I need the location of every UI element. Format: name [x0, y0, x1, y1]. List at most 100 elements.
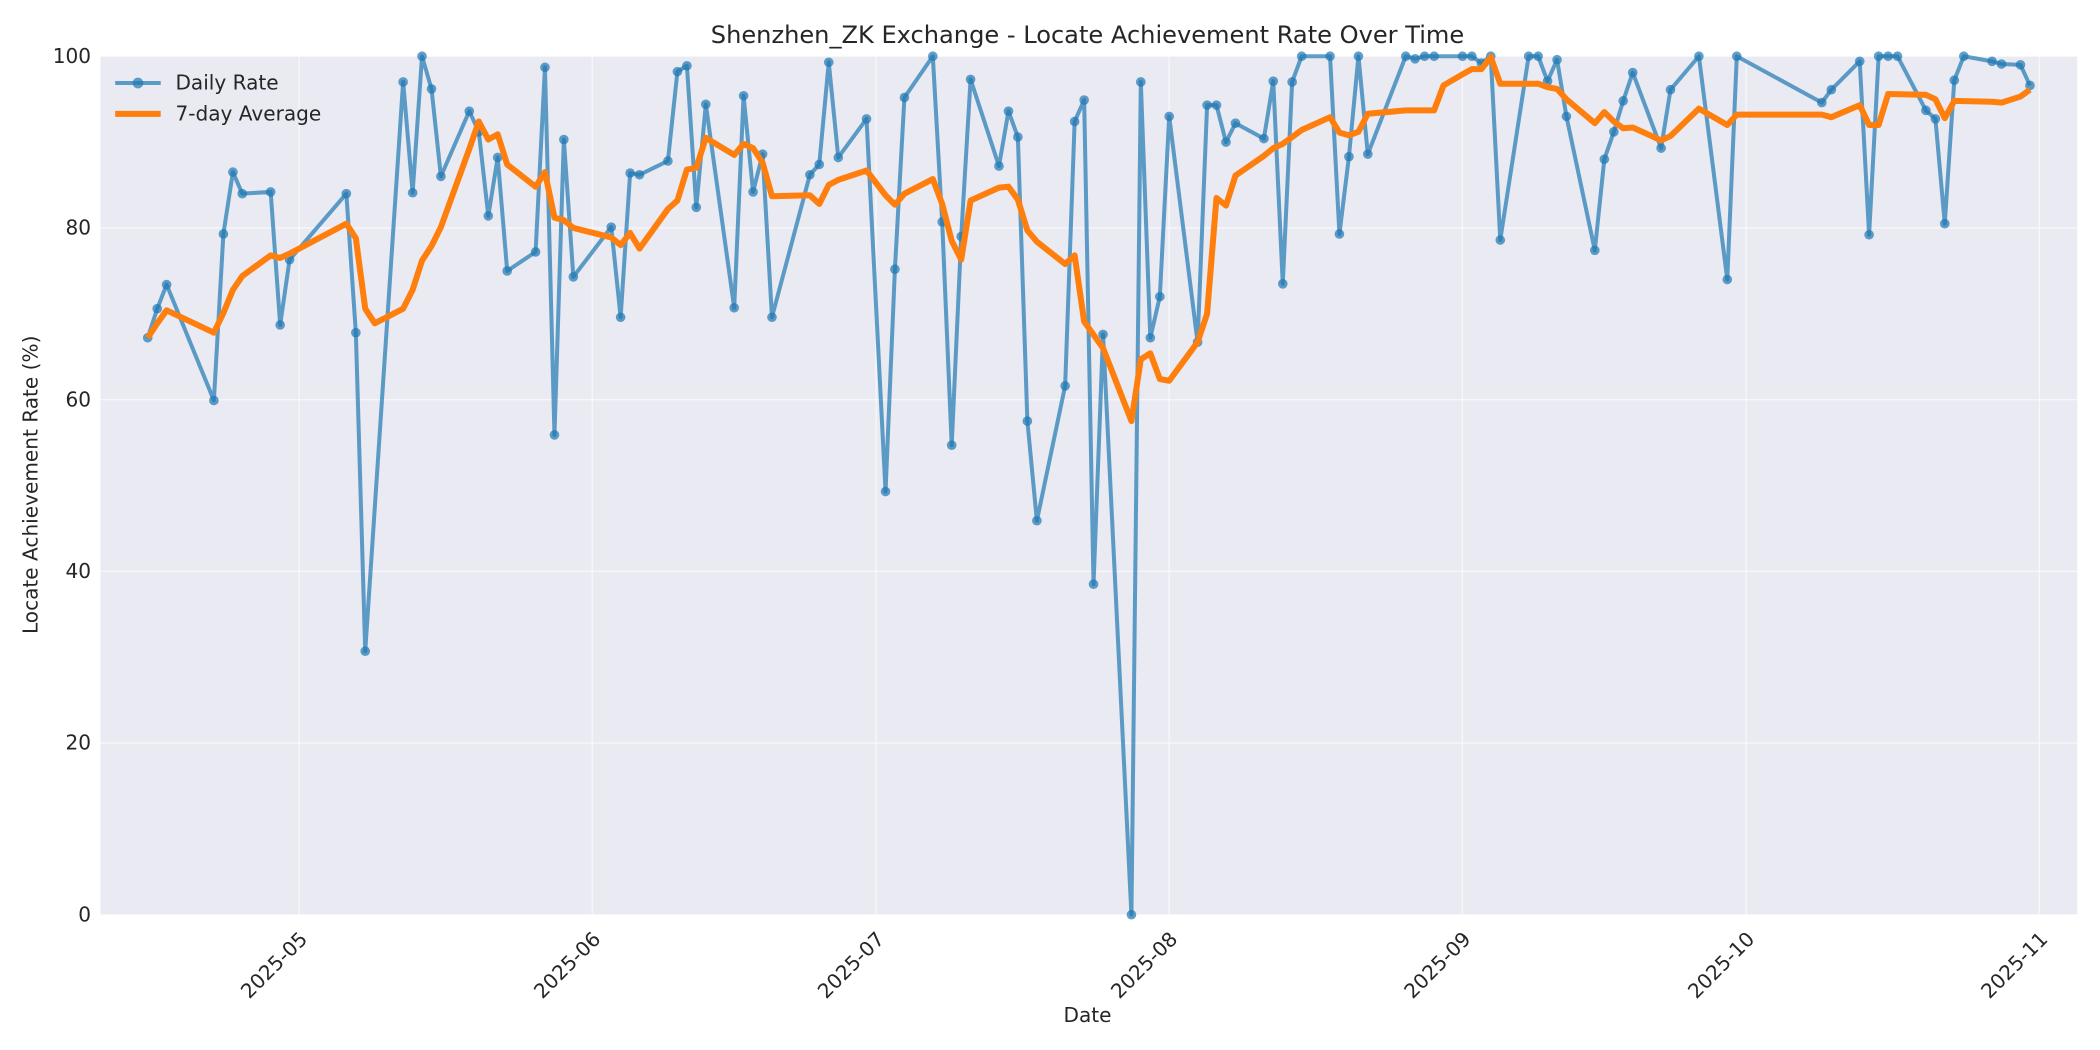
daily-rate-point: [417, 51, 427, 62]
daily-rate-point: [1958, 51, 1969, 62]
daily-rate-point: [1731, 51, 1742, 62]
daily-rate-point: [1495, 235, 1506, 245]
daily-rate-point: [218, 229, 229, 239]
daily-rate-point: [1609, 126, 1619, 137]
daily-rate-point: [464, 106, 475, 116]
daily-rate-point: [1817, 97, 1827, 108]
daily-rate-point: [549, 430, 560, 440]
daily-rate-point: [1996, 59, 2007, 69]
daily-rate-point: [1590, 245, 1600, 256]
daily-rate-point: [1202, 100, 1212, 110]
daily-rate-point: [672, 66, 683, 77]
seven-day-average-series: [145, 54, 2032, 425]
daily-rate-point: [682, 60, 692, 71]
daily-rate-point: [2015, 60, 2026, 70]
daily-rate-point: [1533, 51, 1543, 62]
daily-rate-point: [1864, 229, 1874, 240]
daily-rate-point: [1069, 116, 1080, 127]
daily-rate-point: [265, 187, 276, 197]
daily-rate-point: [568, 272, 579, 282]
y-tick-label: 80: [66, 216, 92, 240]
daily-rate-point: [398, 77, 408, 87]
daily-rate-point: [341, 188, 352, 199]
daily-rate-point: [1429, 51, 1439, 62]
daily-rate-point: [1135, 77, 1146, 87]
daily-rate-point: [351, 327, 361, 338]
daily-rate-point: [805, 169, 815, 180]
daily-rate-point: [1599, 154, 1610, 165]
daily-rate-point: [890, 264, 900, 275]
daily-rate-point: [1826, 84, 1837, 95]
grid-lines: [100, 55, 2078, 916]
daily-rate-point: [1296, 51, 1307, 62]
daily-rate-point: [1334, 229, 1345, 239]
legend-item-daily-rate: Daily Rate: [115, 71, 279, 95]
daily-rate-point: [1694, 51, 1704, 62]
daily-rate-point: [1930, 114, 1941, 124]
daily-rate-point: [1949, 75, 1960, 86]
daily-rate-point: [1164, 111, 1175, 122]
daily-rate-point: [738, 90, 749, 101]
daily-rate-point: [994, 161, 1004, 171]
daily-rate-point: [1467, 51, 1477, 62]
daily-rate-point: [729, 302, 740, 313]
legend-label-average: 7-day Average: [175, 102, 321, 126]
daily-rate-point: [559, 134, 569, 145]
daily-rate-point: [228, 167, 238, 177]
daily-rate-point: [1854, 56, 1865, 67]
daily-rate-point: [209, 395, 219, 406]
daily-rate-point: [1277, 278, 1288, 289]
y-axis-title: Locate Achievement Rate (%): [19, 336, 43, 634]
daily-rate-point: [1259, 133, 1269, 144]
daily-rate-point: [152, 303, 163, 314]
daily-rate-point: [1523, 51, 1534, 62]
legend-item-seven-day-average: 7-day Average: [115, 102, 321, 126]
daily-rate-series: [142, 51, 2035, 920]
daily-rate-point: [1022, 416, 1033, 426]
daily-rate-point: [1457, 51, 1468, 62]
daily-rate-point: [161, 279, 172, 290]
y-tick-label: 60: [66, 387, 92, 411]
daily-rate-point: [861, 114, 872, 124]
seven-day-average-line: [145, 54, 2032, 425]
daily-rate-point: [1552, 54, 1562, 65]
y-tick-label: 0: [78, 902, 91, 926]
daily-rate-point: [700, 99, 711, 110]
daily-rate-point: [1353, 51, 1364, 62]
daily-rate-point: [606, 222, 617, 232]
daily-rate-point: [1362, 149, 1373, 159]
daily-rate-point: [927, 51, 938, 62]
daily-rate-point: [965, 74, 976, 85]
daily-rate-point: [502, 266, 513, 276]
y-tick-label: 20: [66, 731, 92, 755]
daily-rate-point: [1883, 51, 1893, 62]
daily-rate-point: [823, 57, 834, 68]
y-axis-ticks: 0 20 40 60 80 100: [53, 44, 91, 926]
daily-rate-point: [1419, 51, 1430, 62]
daily-rate-point: [1098, 329, 1108, 340]
daily-rate-point: [483, 211, 494, 221]
daily-rate-point: [833, 152, 844, 163]
daily-rate-point: [1410, 53, 1420, 64]
daily-rate-point: [1987, 56, 1997, 67]
daily-rate-point: [615, 312, 626, 323]
daily-rate-point: [1665, 84, 1676, 95]
daily-rate-point: [1013, 132, 1023, 142]
daily-rate-point: [625, 168, 635, 178]
daily-rate-point: [1060, 381, 1070, 391]
daily-rate-point: [1088, 579, 1099, 590]
daily-rate-point: [880, 486, 891, 497]
daily-rate-point: [767, 312, 777, 323]
y-tick-label: 100: [53, 44, 91, 68]
daily-rate-point: [1344, 151, 1354, 162]
daily-rate-point: [407, 187, 418, 198]
daily-rate-point: [530, 247, 541, 257]
y-tick-label: 40: [66, 559, 92, 583]
x-axis-title: Date: [1064, 1003, 1112, 1027]
daily-rate-point: [1561, 111, 1572, 122]
daily-rate-point: [436, 171, 446, 182]
daily-rate-point: [1221, 137, 1231, 147]
daily-rate-point: [1325, 51, 1335, 62]
